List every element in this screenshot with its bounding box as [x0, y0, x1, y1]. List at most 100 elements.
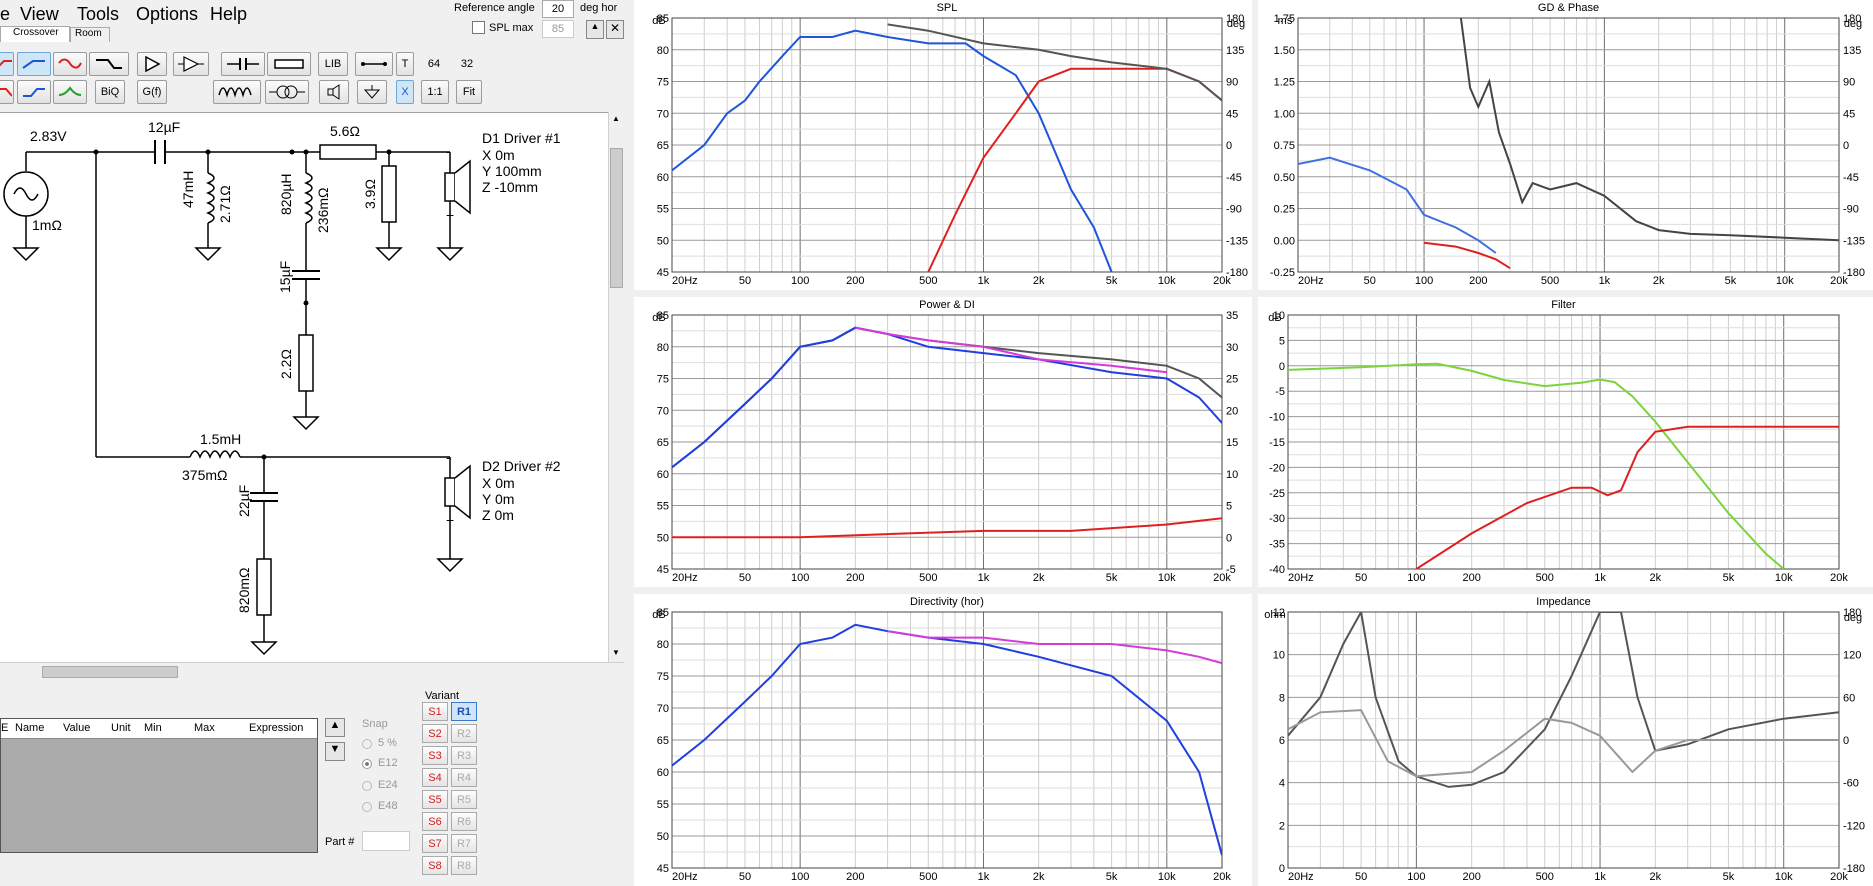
x-tick-label: 50	[1364, 275, 1376, 287]
y-tick-label: 75	[657, 374, 669, 386]
spl-chart[interactable]: SPL 85 80 75 70 65 60 55 50 45 180 135 90 45 0 -45 -90 -1…	[634, 0, 1252, 290]
y-tick-label-right: 30	[1226, 342, 1238, 354]
snap-radio-e24[interactable]	[362, 781, 372, 791]
variant-s-button[interactable]: S7	[422, 834, 448, 853]
lowpass-red-icon[interactable]	[0, 80, 14, 104]
impedance-chart[interactable]: Impedance 12 10 8 6 4 2 0 180 120 60 0 -60 -120 -180 oh…	[1258, 594, 1873, 886]
plot-frame	[1287, 314, 1840, 570]
x-tick-label: 50	[1355, 572, 1367, 584]
step-response-icon[interactable]	[89, 52, 129, 76]
move-down-button[interactable]: ▼	[325, 742, 345, 761]
variant-s-button[interactable]: S6	[422, 812, 448, 831]
bandpass-icon[interactable]	[53, 52, 87, 76]
reference-angle-label: Reference angle	[454, 2, 535, 14]
variant-r-button[interactable]: R3	[451, 746, 477, 765]
schematic-canvas[interactable]: 2.83V 1mΩ 12µF 47mH 2.71Ω 5.6Ω 820µH 236…	[0, 112, 608, 662]
x-tick-label: 10k	[1158, 871, 1176, 883]
variant-r-button[interactable]: R6	[451, 812, 477, 831]
variant-s-button[interactable]: S3	[422, 746, 448, 765]
snap-radio-e12[interactable]	[362, 759, 372, 769]
schematic-vertical-scrollbar[interactable]: ▲ ▼	[608, 112, 624, 662]
variant-r-button[interactable]: R4	[451, 768, 477, 787]
variant-s-button[interactable]: S1	[422, 702, 448, 721]
snap-radio-5[interactable]	[362, 739, 372, 749]
y-tick-label: 50	[657, 235, 669, 247]
close-icon[interactable]: ✕	[606, 20, 624, 39]
part-number-input[interactable]	[362, 831, 410, 851]
scroll-down-icon[interactable]: ▼	[612, 648, 620, 657]
menu-tools[interactable]: Tools	[77, 4, 120, 24]
driver1-plus: +	[446, 207, 455, 223]
schematic-horizontal-scrollbar[interactable]	[0, 662, 624, 680]
transfer-function-button[interactable]: G(f)	[137, 80, 167, 104]
menu-options[interactable]: Options	[136, 4, 199, 24]
x-tick-label: 200	[846, 871, 864, 883]
series-line-0	[1459, 18, 1839, 242]
col-unit[interactable]: Unit	[111, 722, 131, 734]
zoom-fit-button[interactable]: Fit	[456, 80, 482, 104]
series-line-1	[1415, 425, 1839, 569]
plot-frame	[671, 611, 1223, 869]
variant-r-button[interactable]: R5	[451, 790, 477, 809]
highpass-icon[interactable]	[0, 52, 14, 76]
spl-max-checkbox[interactable]	[472, 21, 485, 34]
horizontal-scroll-thumb[interactable]	[42, 666, 178, 678]
snap-radio-e48[interactable]	[362, 802, 372, 812]
vertical-scroll-thumb[interactable]	[610, 148, 623, 288]
capacitor-icon[interactable]	[221, 52, 265, 76]
col-max[interactable]: Max	[194, 722, 215, 734]
speaker-icon[interactable]	[319, 80, 349, 104]
variant-s-button[interactable]: S4	[422, 768, 448, 787]
variant-s-button[interactable]: S2	[422, 724, 448, 743]
col-value[interactable]: Value	[63, 722, 91, 734]
chart-title: Impedance	[1536, 596, 1590, 608]
col-expression[interactable]: Expression	[249, 722, 304, 734]
gd-phase-chart[interactable]: GD & Phase 1.75 1.50 1.25 1.00 0.75 0.50 0.25 0.…	[1258, 0, 1873, 290]
lowpass-blue-icon[interactable]	[17, 52, 51, 76]
variant-r-button[interactable]: R2	[451, 724, 477, 743]
move-up-button[interactable]: ▲	[325, 718, 345, 737]
driver2-minus: -	[446, 449, 451, 465]
col-min[interactable]: Min	[144, 722, 162, 734]
parameter-table[interactable]: E Name Value Unit Min Max Expression	[0, 718, 318, 853]
tab-crossover[interactable]: Crossover	[0, 26, 70, 42]
tab-room[interactable]: Room	[70, 27, 110, 42]
menu-help[interactable]: Help	[210, 4, 248, 24]
variant-s-button[interactable]: S5	[422, 790, 448, 809]
transformer-icon[interactable]	[265, 80, 309, 104]
x-tick-label: 500	[1541, 275, 1559, 287]
y-tick-label-right: 45	[1843, 108, 1855, 120]
grid	[671, 611, 1223, 869]
spl-max-input[interactable]	[542, 20, 574, 38]
directivity-chart[interactable]: Directivity (hor) 85 80 75 70 65 60 55 50 45 dB 20H…	[634, 594, 1252, 886]
delete-x-button[interactable]: X	[396, 80, 414, 104]
buffer-icon[interactable]	[173, 52, 209, 76]
amplifier-icon[interactable]	[137, 52, 167, 76]
grid-32-button[interactable]: 32	[460, 58, 474, 70]
shelf-blue-icon[interactable]	[17, 80, 51, 104]
angle-spin-button[interactable]: ▲	[586, 20, 604, 39]
y-tick-label-right: 60	[1843, 692, 1855, 704]
col-name[interactable]: Name	[15, 722, 45, 734]
variant-r-button[interactable]: R1	[451, 702, 477, 721]
peak-green-icon[interactable]	[53, 80, 87, 104]
text-tool-button[interactable]: T	[396, 52, 414, 76]
wire-icon[interactable]	[355, 52, 393, 76]
y-tick-label-right: 0	[1226, 532, 1232, 544]
ground-icon[interactable]	[357, 80, 387, 104]
menu-file[interactable]: e	[0, 4, 11, 24]
variant-r-button[interactable]: R7	[451, 834, 477, 853]
scroll-up-icon[interactable]: ▲	[612, 114, 620, 123]
grid-64-button[interactable]: 64	[427, 58, 441, 70]
library-button[interactable]: LIB	[318, 52, 348, 76]
zoom-1-1-button[interactable]: 1:1	[421, 80, 449, 104]
reference-angle-input[interactable]	[542, 0, 574, 18]
power-di-chart[interactable]: Power & DI858075706560555045353025201510…	[634, 297, 1252, 587]
menu-view[interactable]: View	[20, 4, 59, 24]
inductor-icon[interactable]	[213, 80, 261, 104]
variant-r-button[interactable]: R8	[451, 856, 477, 875]
resistor-icon[interactable]	[267, 52, 311, 76]
biquad-button[interactable]: BiQ	[95, 80, 125, 104]
variant-s-button[interactable]: S8	[422, 856, 448, 875]
